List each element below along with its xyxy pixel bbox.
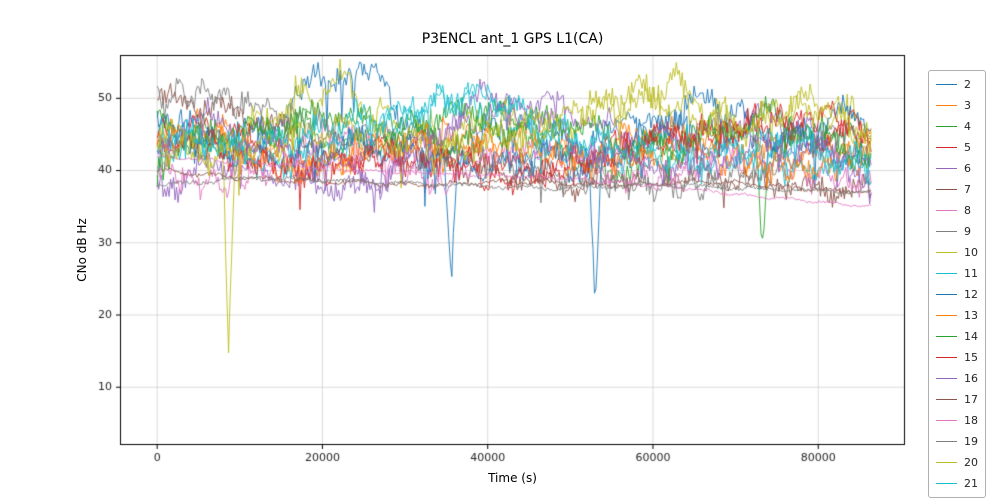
legend-label: 13 — [964, 309, 978, 322]
legend: 2 3 4 5 6 7 8 9 10 11 12 13 14 15 16 17 18 19 20 21 — [928, 70, 986, 498]
legend-line-swatch — [936, 126, 957, 127]
legend-item: 16 — [929, 368, 985, 389]
legend-item: 20 — [929, 452, 985, 473]
legend-item: 21 — [929, 473, 985, 494]
legend-item: 8 — [929, 200, 985, 221]
legend-line-swatch — [936, 441, 957, 442]
legend-item: 5 — [929, 137, 985, 158]
legend-item: 10 — [929, 242, 985, 263]
legend-line-swatch — [936, 168, 957, 169]
legend-label: 14 — [964, 330, 978, 343]
legend-label: 5 — [964, 141, 971, 154]
legend-line-swatch — [936, 84, 957, 85]
legend-item: 14 — [929, 326, 985, 347]
legend-label: 20 — [964, 456, 978, 469]
legend-label: 17 — [964, 393, 978, 406]
legend-line-swatch — [936, 147, 957, 148]
legend-line-swatch — [936, 315, 957, 316]
legend-label: 8 — [964, 204, 971, 217]
legend-item: 4 — [929, 116, 985, 137]
legend-line-swatch — [936, 231, 957, 232]
legend-label: 2 — [964, 78, 971, 91]
legend-line-swatch — [936, 189, 957, 190]
legend-line-swatch — [936, 420, 957, 421]
legend-label: 11 — [964, 267, 978, 280]
legend-label: 4 — [964, 120, 971, 133]
legend-label: 21 — [964, 477, 978, 490]
legend-label: 7 — [964, 183, 971, 196]
legend-label: 9 — [964, 225, 971, 238]
legend-line-swatch — [936, 462, 957, 463]
legend-item: 2 — [929, 74, 985, 95]
legend-item: 13 — [929, 305, 985, 326]
legend-label: 3 — [964, 99, 971, 112]
legend-line-swatch — [936, 252, 957, 253]
legend-item: 17 — [929, 389, 985, 410]
legend-label: 6 — [964, 162, 971, 175]
legend-line-swatch — [936, 378, 957, 379]
legend-item: 11 — [929, 263, 985, 284]
legend-label: 15 — [964, 351, 978, 364]
legend-item: 9 — [929, 221, 985, 242]
legend-label: 18 — [964, 414, 978, 427]
legend-line-swatch — [936, 273, 957, 274]
legend-item: 3 — [929, 95, 985, 116]
legend-line-swatch — [936, 210, 957, 211]
legend-line-swatch — [936, 294, 957, 295]
legend-line-swatch — [936, 336, 957, 337]
legend-item: 18 — [929, 410, 985, 431]
legend-item: 7 — [929, 179, 985, 200]
legend-line-swatch — [936, 105, 957, 106]
legend-item: 19 — [929, 431, 985, 452]
legend-line-swatch — [936, 483, 957, 484]
legend-label: 10 — [964, 246, 978, 259]
legend-item: 6 — [929, 158, 985, 179]
legend-label: 12 — [964, 288, 978, 301]
legend-label: 16 — [964, 372, 978, 385]
legend-item: 12 — [929, 284, 985, 305]
legend-item: 15 — [929, 347, 985, 368]
legend-line-swatch — [936, 357, 957, 358]
legend-label: 19 — [964, 435, 978, 448]
legend-line-swatch — [936, 399, 957, 400]
